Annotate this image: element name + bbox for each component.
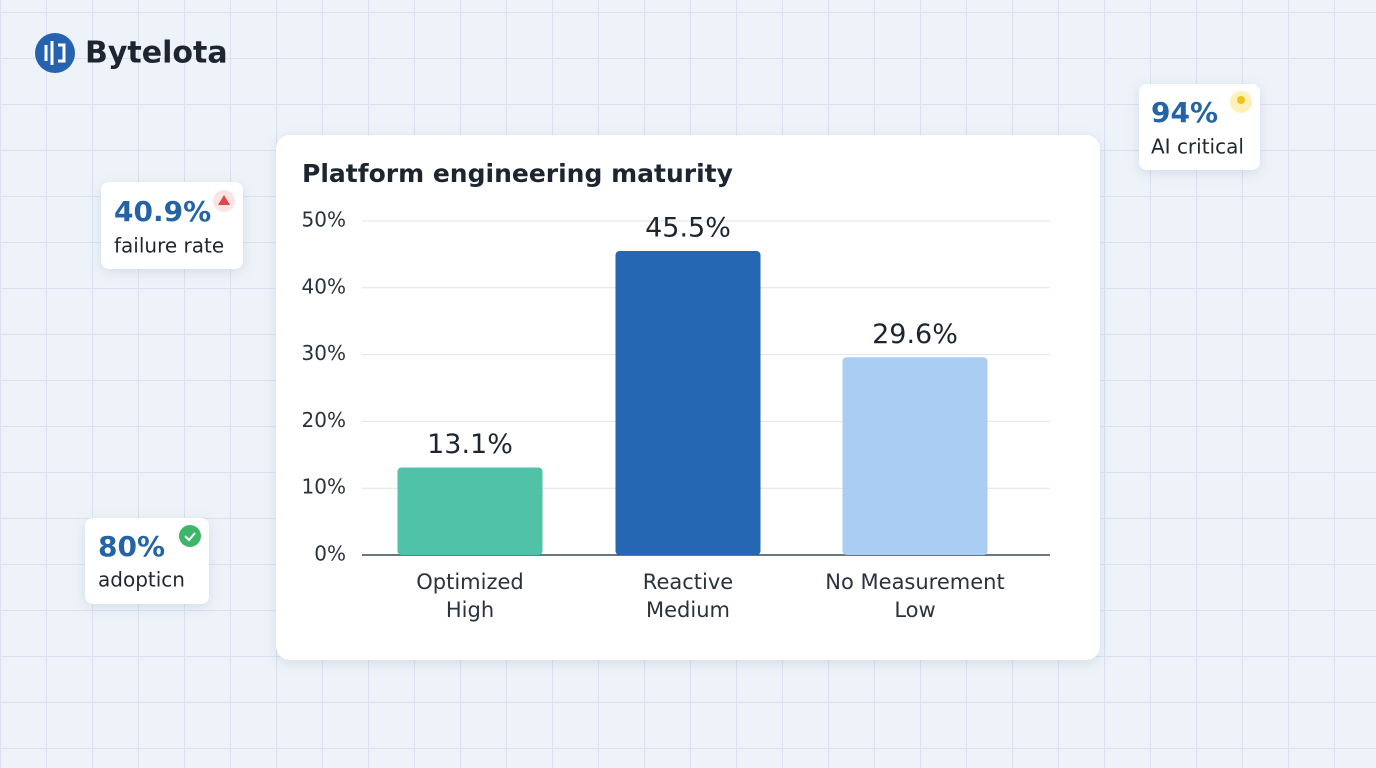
warning-icon xyxy=(218,195,230,205)
x-tick-label: Reactive xyxy=(643,570,733,594)
stat-label: failure rate xyxy=(114,234,224,258)
y-tick-label: 30% xyxy=(302,341,346,365)
card xyxy=(101,182,243,269)
stat-card: 80% adopticn xyxy=(85,518,209,604)
stat-label: adopticn xyxy=(98,568,185,592)
bar xyxy=(397,467,543,555)
value-label: 29.6% xyxy=(872,319,958,350)
y-tick-label: 20% xyxy=(302,408,346,432)
value-label: 13.1% xyxy=(427,429,513,460)
brand: Bytelota xyxy=(35,33,228,73)
stat-value: 40.9% xyxy=(114,195,211,228)
x-tick-label: High xyxy=(446,598,494,622)
chart-title: Platform engineering maturity xyxy=(302,159,733,188)
check-icon xyxy=(179,525,201,547)
card xyxy=(85,518,209,604)
card xyxy=(1139,84,1260,170)
bar xyxy=(615,251,761,555)
bar xyxy=(842,357,988,555)
logo-glyph xyxy=(44,41,66,65)
brand-name: Bytelota xyxy=(85,36,228,71)
stat-value: 80% xyxy=(98,530,165,563)
y-tick-label: 10% xyxy=(302,475,346,499)
check-glyph xyxy=(184,532,196,542)
logo xyxy=(35,33,75,73)
plot: 0% 10% 20% 30% 40% 50% 13.1% Optimized High 45.5%… xyxy=(302,208,1050,622)
y-tick-label: 40% xyxy=(302,274,346,298)
y-tick-label: 0% xyxy=(314,542,346,566)
x-tick-label: Low xyxy=(894,598,935,622)
stat-value: 94% xyxy=(1151,96,1218,129)
bulb-icon xyxy=(1237,96,1245,104)
stat-card: 94% AI critical xyxy=(1139,84,1260,170)
stat-card: 40.9% failure rate xyxy=(101,182,243,269)
x-tick-label: No Measurement xyxy=(825,570,1004,594)
stat-label: AI critical xyxy=(1151,135,1244,159)
y-tick-label: 50% xyxy=(302,208,346,232)
value-label: 45.5% xyxy=(645,213,731,244)
x-tick-label: Optimized xyxy=(416,570,524,594)
x-tick-label: Medium xyxy=(646,598,730,622)
